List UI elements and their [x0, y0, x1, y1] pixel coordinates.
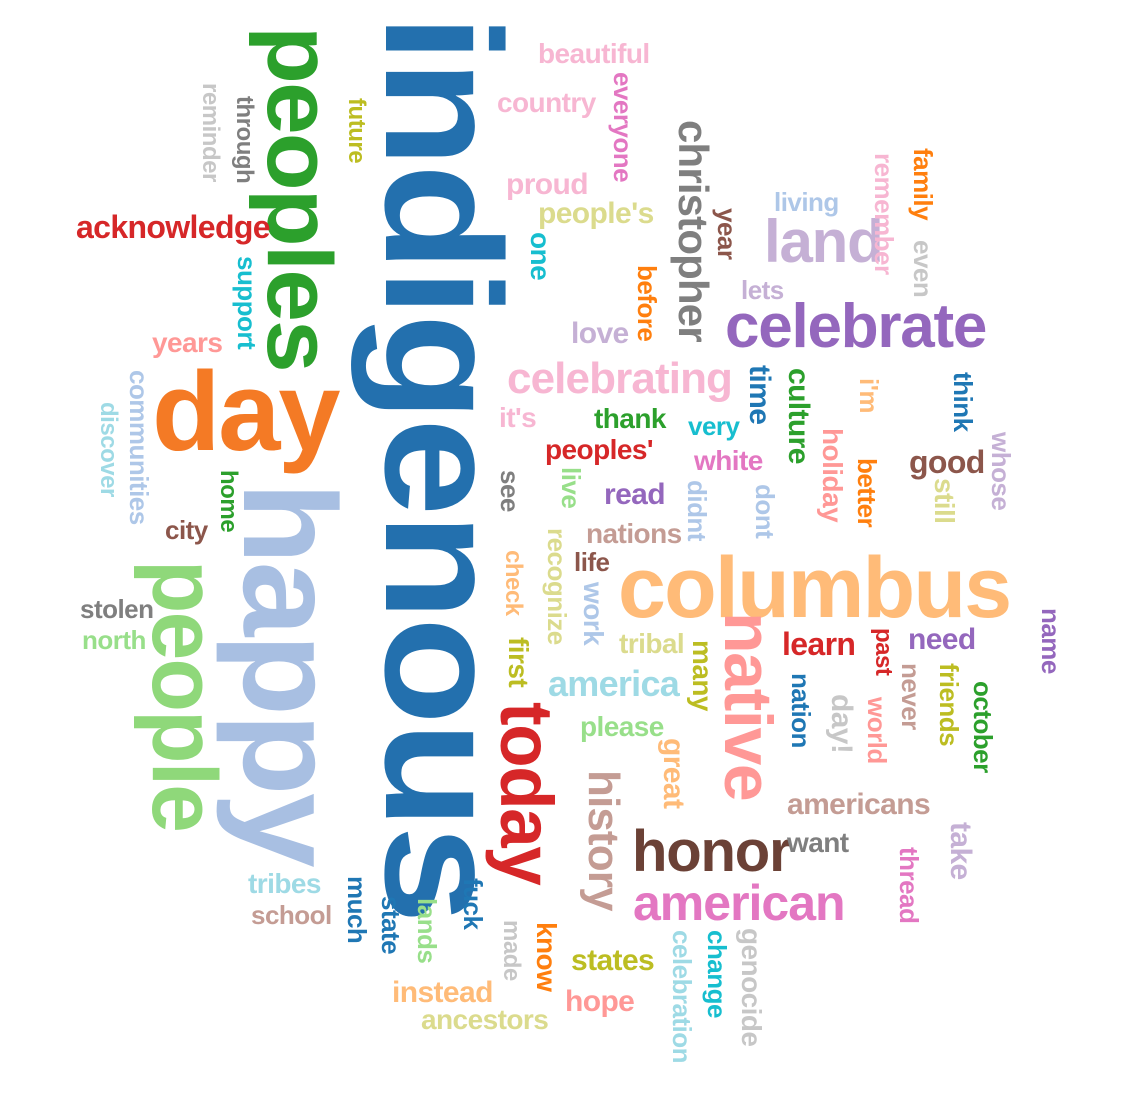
word-culture: culture — [782, 368, 815, 464]
word-living: living — [774, 187, 839, 217]
word-thank: thank — [594, 403, 666, 434]
word-celebration: celebration — [667, 930, 697, 1063]
word-peoples-apos: peoples' — [545, 434, 654, 465]
word-acknowledge: acknowledge — [76, 209, 271, 245]
word-beautiful: beautiful — [538, 38, 650, 69]
word-before: before — [632, 265, 662, 342]
word-family: family — [908, 148, 938, 221]
word-honor: honor — [632, 819, 792, 884]
word-read: read — [604, 478, 666, 511]
word-everyone: everyone — [608, 72, 638, 183]
word-time: time — [743, 365, 776, 425]
word-fuck: fuck — [458, 878, 488, 930]
word-october: october — [968, 681, 998, 773]
word-thread: thread — [894, 847, 924, 924]
word-still: still — [929, 478, 960, 524]
word-through: through — [231, 96, 258, 184]
word-recognize: recognize — [542, 528, 572, 645]
word-one: one — [525, 232, 556, 281]
word-want: want — [787, 827, 849, 858]
word-instead: instead — [392, 976, 493, 1009]
word-native: native — [710, 612, 786, 801]
word-states: states — [571, 944, 655, 977]
word-think: think — [948, 372, 978, 432]
word-discover: discover — [95, 402, 122, 497]
word-tribal: tribal — [619, 628, 685, 659]
word-many: many — [687, 640, 718, 711]
word-state: state — [376, 896, 406, 955]
word-genocide: genocide — [736, 928, 767, 1047]
word-work: work — [578, 582, 609, 646]
word-reminder: reminder — [197, 83, 224, 182]
word-please: please — [580, 711, 664, 742]
word-very: very — [688, 411, 740, 441]
word-peoples: peoples — [248, 26, 350, 371]
word-americans: americans — [787, 788, 931, 821]
word-school: school — [251, 900, 332, 930]
word-future: future — [343, 98, 370, 164]
word-change: change — [702, 930, 732, 1018]
word-land: land — [764, 208, 884, 275]
word-lands: lands — [412, 898, 442, 964]
word-communities: communities — [124, 370, 154, 525]
word-celebrating: celebrating — [507, 354, 733, 403]
word-celebrate: celebrate — [725, 292, 987, 361]
word-remember: remember — [869, 153, 899, 275]
word-never: never — [896, 663, 926, 730]
word-know: know — [531, 922, 562, 992]
word-stolen: stolen — [80, 594, 154, 624]
word-live: live — [556, 467, 586, 509]
word-hope: hope — [565, 985, 635, 1018]
word-dont: dont — [750, 484, 780, 539]
word-support: support — [232, 256, 262, 350]
word-day-excl: day! — [825, 694, 858, 754]
word-world: world — [862, 697, 892, 764]
word-ancestors: ancestors — [421, 1004, 549, 1035]
word-lets: lets — [741, 275, 784, 305]
word-even: even — [908, 240, 938, 298]
word-home: home — [215, 470, 242, 533]
word-christopher: christopher — [670, 120, 717, 342]
word-nations: nations — [586, 518, 682, 549]
word-peoples-possessive: people's — [538, 197, 654, 230]
word-city: city — [165, 515, 208, 545]
word-america: america — [548, 663, 680, 704]
word-great: great — [657, 738, 690, 809]
word-american: american — [633, 875, 846, 931]
word-made: made — [498, 920, 525, 981]
word-years: years — [152, 327, 223, 358]
word-take: take — [944, 822, 977, 880]
word-happy: happy — [216, 482, 363, 866]
word-friends: friends — [934, 663, 964, 747]
word-proud: proud — [506, 168, 589, 201]
word-tribes: tribes — [248, 868, 321, 899]
word-life: life — [574, 547, 610, 577]
word-need: need — [908, 623, 976, 656]
word-white: white — [694, 445, 763, 476]
word-country: country — [497, 87, 596, 118]
word-nation: nation — [786, 673, 816, 748]
word-north: north — [82, 625, 146, 655]
word-love: love — [571, 317, 629, 350]
word-today: today — [485, 702, 568, 885]
word-holiday: holiday — [817, 428, 848, 523]
word-year: year — [712, 208, 742, 260]
word-first: first — [503, 637, 534, 688]
word-better: better — [852, 458, 882, 528]
word-im: i'm — [854, 378, 884, 413]
word-history: history — [579, 770, 628, 911]
word-good: good — [909, 444, 985, 480]
word-past: past — [870, 628, 897, 676]
word-didnt: didnt — [682, 480, 712, 541]
word-check: check — [500, 550, 527, 616]
word-whose: whose — [986, 432, 1016, 511]
word-see: see — [495, 470, 525, 512]
word-day: day — [152, 349, 341, 474]
word-learn: learn — [782, 626, 856, 662]
word-columbus: columbus — [618, 540, 1012, 636]
word-its: it's — [499, 402, 537, 433]
word-much: much — [342, 876, 372, 944]
word-name: name — [1036, 608, 1066, 674]
